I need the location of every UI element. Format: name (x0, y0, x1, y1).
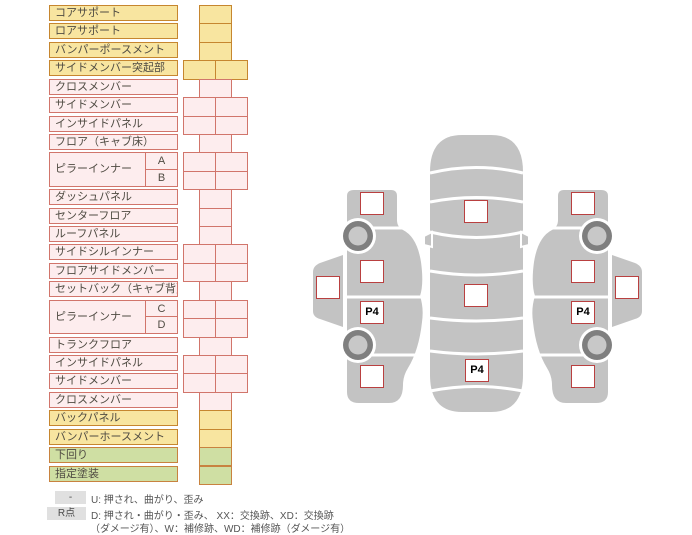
part-name: サイドメンバー (55, 375, 132, 388)
marker-left-quarter[interactable]: P4 (360, 301, 384, 324)
row-label-8: ピラーインナー A B (49, 152, 178, 187)
grade-cell[interactable] (199, 465, 232, 485)
row-label-6: インサイドパネル (49, 115, 178, 132)
legend-text-d2: （ダメージ有）、W：補修跡、WD：補修跡（ダメージ有） (90, 524, 351, 535)
part-name: ピラーインナー (55, 163, 132, 176)
marker-left-rear[interactable] (360, 365, 384, 388)
marker-top-roof[interactable] (464, 284, 488, 307)
row-label-14: セットバック（キャブ背） (49, 281, 178, 298)
marker-left-bumper[interactable] (316, 276, 340, 299)
part-name: センターフロア (55, 209, 132, 222)
row-label-9: ダッシュパネル (49, 189, 178, 206)
marker-right-rear[interactable] (571, 365, 595, 388)
marker-left-front[interactable] (360, 192, 384, 215)
legend-text-u: U: 押され、曲がり、歪み (91, 495, 204, 506)
legend-badge-dash: - (55, 491, 86, 504)
part-name: クロスメンバー (55, 80, 132, 93)
row-label-17: インサイドパネル (49, 354, 178, 371)
marker-top-hood[interactable] (464, 200, 488, 223)
marker-right-bumper[interactable] (615, 276, 639, 299)
row-label-0: コアサポート (49, 5, 178, 21)
row-label-2: バンパーポースメント (49, 41, 178, 58)
part-name: サイドシルインナー (55, 246, 154, 259)
row-label-18: サイドメンバー (49, 373, 178, 390)
marker-top-trunk[interactable]: P4 (465, 359, 489, 382)
part-name: バックパネル (55, 412, 121, 425)
part-name: トランクフロア (55, 338, 132, 351)
legend-badge-rpoint: R点 (47, 507, 86, 520)
row-label-4: クロスメンバー (49, 78, 178, 95)
row-label-13: フロアサイドメンバー (49, 262, 178, 279)
marker-right-quarter[interactable]: P4 (571, 301, 595, 324)
marker-right-front[interactable] (571, 192, 595, 215)
part-name: インサイドパネル (55, 356, 143, 369)
part-name: バンパーホースメント (55, 430, 165, 443)
row-label-12: サイドシルインナー (49, 244, 178, 261)
sub-label-A: A (145, 153, 177, 170)
row-label-16: トランクフロア (49, 336, 178, 353)
marker-right-center[interactable] (571, 260, 595, 283)
part-name: サイドメンバー突起部 (55, 62, 165, 75)
legend-text-d: D: 押され・曲がり・歪み、 XX：交換跡、XD：交換跡 (91, 511, 334, 522)
part-name: 下回り (55, 449, 88, 462)
part-name: ルーフパネル (55, 228, 121, 241)
part-name: バンパーポースメント (55, 43, 165, 56)
part-name: ロアサポート (55, 25, 121, 38)
sub-label-C: C (145, 300, 177, 317)
row-label-15: ピラーインナー C D (49, 299, 178, 335)
part-name: コアサポート (55, 7, 121, 19)
part-name: フロアサイドメンバー (55, 264, 165, 277)
row-label-20: バックパネル (49, 410, 178, 427)
row-label-7: フロア（キャブ床） (49, 133, 178, 150)
sub-label-D: D (145, 316, 177, 334)
part-name: ダッシュパネル (55, 191, 132, 204)
marker-left-center[interactable] (360, 260, 384, 283)
row-label-3: サイドメンバー突起部 (49, 60, 178, 77)
part-name: クロスメンバー (55, 393, 132, 406)
sub-label-B: B (145, 169, 177, 186)
row-label-10: センターフロア (49, 207, 178, 224)
part-name: ピラーインナー (55, 310, 132, 323)
part-name: インサイドパネル (55, 117, 143, 130)
row-label-19: クロスメンバー (49, 391, 178, 408)
row-label-22: 下回り (49, 447, 178, 464)
row-label-11: ルーフパネル (49, 226, 178, 243)
row-label-23: 指定塗装 (49, 465, 178, 482)
row-label-21: バンパーホースメント (49, 428, 178, 445)
part-name: サイドメンバー (55, 99, 132, 112)
part-name: セットバック（キャブ背） (55, 283, 178, 296)
part-name: 指定塗装 (55, 467, 99, 480)
row-label-5: サイドメンバー (49, 97, 178, 114)
part-name: フロア（キャブ床） (55, 135, 154, 148)
row-label-1: ロアサポート (49, 23, 178, 40)
